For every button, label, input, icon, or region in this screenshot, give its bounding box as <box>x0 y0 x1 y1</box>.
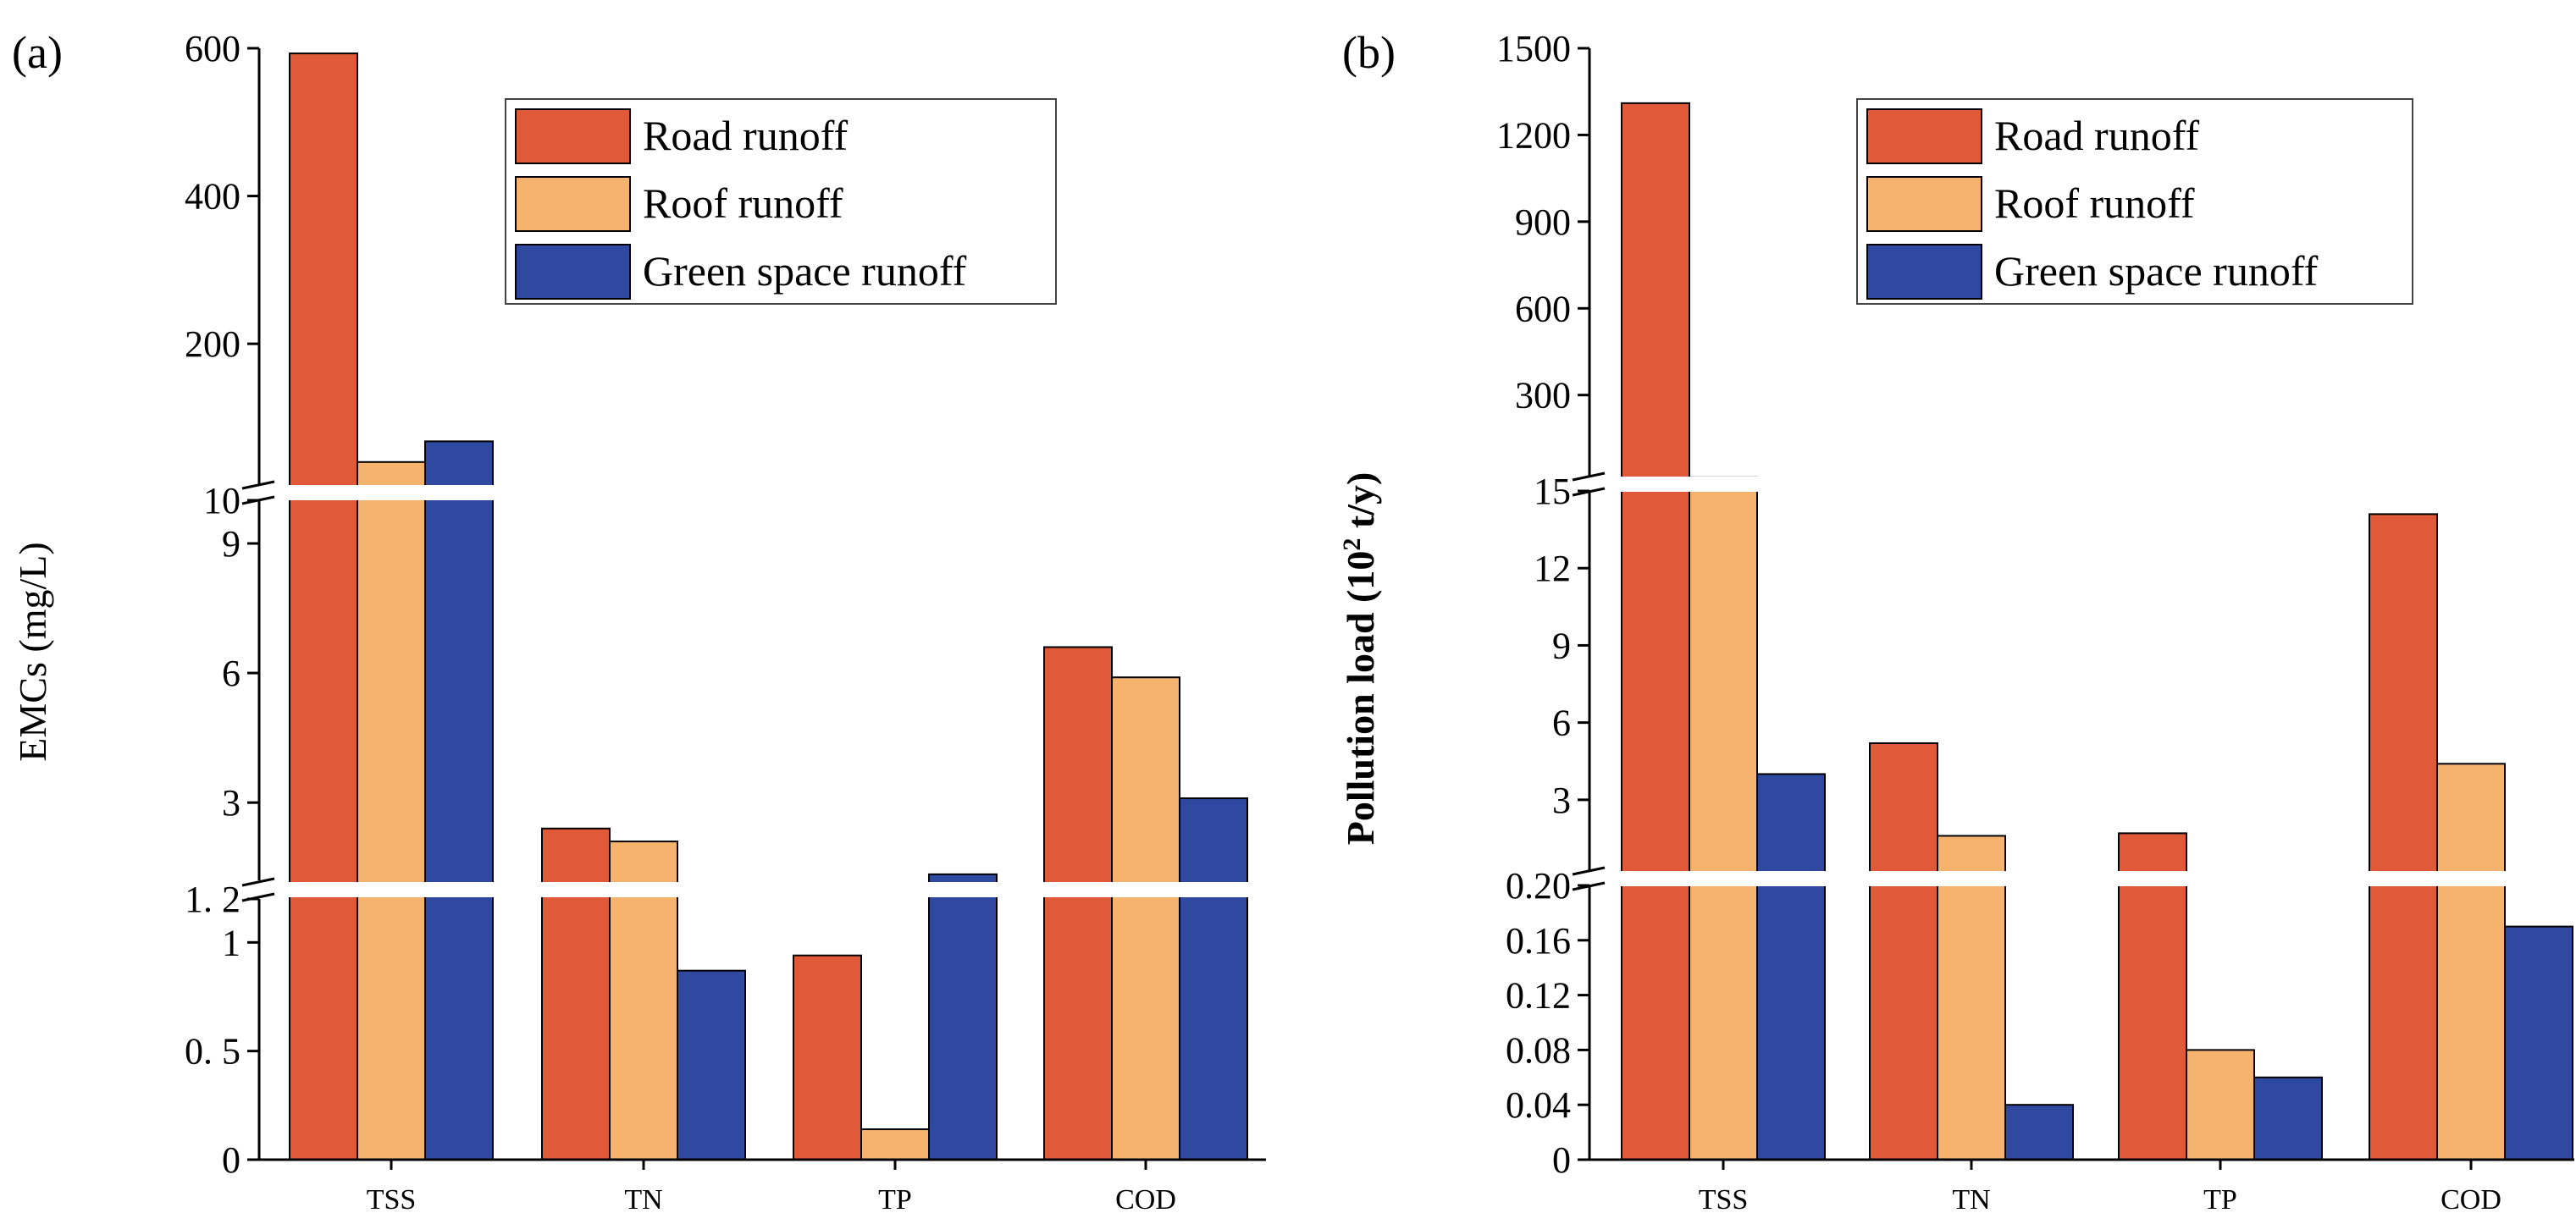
y-tick-label: 1 <box>222 922 240 963</box>
bar-roof-tn <box>1937 835 2006 1161</box>
panel-label: (b) <box>1342 27 1396 78</box>
y-tick-label: 10 <box>203 480 240 521</box>
y-tick-label: 6 <box>1552 703 1571 744</box>
legend-swatch-green <box>515 244 631 300</box>
y-axis-label-sup: 2 <box>1338 538 1366 551</box>
bar-green-tn <box>2004 1104 2074 1161</box>
y-tick-label: 0.12 <box>1506 975 1571 1017</box>
y-tick-label: 400 <box>185 176 240 218</box>
bar-road-tn <box>1869 742 1938 1161</box>
y-tick-label: 0 <box>222 1139 240 1181</box>
y-tick-label: 1500 <box>1496 28 1571 69</box>
y-tick-label: 0.04 <box>1506 1084 1571 1126</box>
y-tick-label: 300 <box>1515 375 1571 416</box>
legend-label-green: Green space runoff <box>1994 247 2319 295</box>
panel-a: (a) EMCs (mg/L) 0 0. 5 11. 2 3 6 910 200 400 600 TS… <box>11 27 1266 1216</box>
y-tick-label: 9 <box>222 523 240 565</box>
axis-break-mark-upper-0 <box>241 877 275 887</box>
y-axis-label: EMCs (mg/L) <box>11 542 54 761</box>
bar-green-tp <box>2253 1076 2323 1161</box>
legend-label-roof: Roof runoff <box>1994 179 2195 227</box>
bar-roof-cod <box>1111 676 1180 1161</box>
y-axis-label-unit: t/y) <box>1339 472 1382 538</box>
y-tick-label: 0.08 <box>1506 1029 1571 1071</box>
bar-roof-tp <box>860 1128 930 1161</box>
axis-break-gap-0 <box>242 882 1266 897</box>
legend: Road runoff Roof runoff Green space runoff <box>1856 98 2413 305</box>
x-tick-label-tp: TP <box>2203 1184 2237 1216</box>
bar-road-tss <box>1621 102 1690 1161</box>
y-tick-label: 12 <box>1534 548 1571 589</box>
y-tick-label: 1200 <box>1496 114 1571 156</box>
bar-road-cod <box>2369 513 2438 1161</box>
legend-label-roof: Roof runoff <box>643 179 843 227</box>
x-tick-label-cod: COD <box>1115 1184 1176 1216</box>
y-tick-label: 3 <box>1552 780 1571 821</box>
bar-roof-cod <box>2436 763 2506 1161</box>
panel-label: (a) <box>12 27 63 78</box>
y-tick-label: 3 <box>222 782 240 824</box>
legend-swatch-roof <box>515 176 631 232</box>
y-tick-label: 0.16 <box>1506 920 1571 962</box>
bar-green-tss <box>424 440 494 1161</box>
bar-roof-tss <box>357 460 426 1161</box>
y-tick-label: 9 <box>1552 625 1571 666</box>
legend: Road runoff Roof runoff Green space runoff <box>505 98 1057 305</box>
axis-break-gap-0 <box>1573 871 2574 886</box>
y-axis-label-text: Pollution load (10 <box>1339 551 1382 846</box>
x-tick-label-tss: TSS <box>367 1184 417 1216</box>
y-tick-label: 1. 2 <box>185 879 240 920</box>
x-tick-label-cod: COD <box>2441 1184 2501 1216</box>
y-tick-label: 0.20 <box>1506 865 1571 907</box>
legend-label-road: Road runoff <box>1994 112 2199 159</box>
bar-road-tn <box>541 827 611 1161</box>
axis-break-gap-1 <box>242 485 1266 500</box>
bar-road-tss <box>289 52 358 1161</box>
y-tick-label: 600 <box>1515 288 1571 329</box>
legend-label-road: Road runoff <box>643 112 848 159</box>
legend-label-green: Green space runoff <box>643 247 967 295</box>
legend-swatch-road <box>515 108 631 164</box>
bar-green-tp <box>928 873 998 1161</box>
bar-roof-tss <box>1689 476 1758 1161</box>
bar-road-tp <box>2118 832 2187 1161</box>
y-tick-label: 15 <box>1534 471 1571 512</box>
x-tick-label-tss: TSS <box>1699 1184 1749 1216</box>
x-tick-label-tn: TN <box>624 1184 662 1216</box>
legend-swatch-road <box>1866 108 1982 164</box>
y-tick-label: 0 <box>1552 1139 1571 1181</box>
legend-swatch-green <box>1866 244 1982 300</box>
y-tick-label: 600 <box>185 28 240 69</box>
x-tick-label-tp: TP <box>878 1184 912 1216</box>
x-tick-label-tn: TN <box>1952 1184 1990 1216</box>
y-tick-label: 900 <box>1515 201 1571 243</box>
panel-b: (b) Pollution load (102 t/y) 0 0.04 0.08 0.12… <box>1338 27 2574 1216</box>
bar-road-tp <box>793 954 862 1161</box>
axis-break-mark-upper-1 <box>241 480 275 490</box>
bar-green-cod <box>1179 797 1248 1161</box>
y-tick-label: 0. 5 <box>185 1031 240 1072</box>
bar-road-cod <box>1043 646 1113 1161</box>
bar-green-cod <box>2504 925 2573 1161</box>
axis-break-gap-1 <box>1573 477 2574 492</box>
bar-roof-tp <box>2186 1049 2255 1161</box>
y-tick-label: 6 <box>222 653 240 694</box>
y-axis-label: Pollution load (102 t/y) <box>1338 472 1382 846</box>
y-tick-label: 200 <box>185 323 240 365</box>
bar-green-tn <box>677 969 746 1161</box>
bar-green-tss <box>1756 773 1826 1161</box>
legend-swatch-roof <box>1866 176 1982 232</box>
